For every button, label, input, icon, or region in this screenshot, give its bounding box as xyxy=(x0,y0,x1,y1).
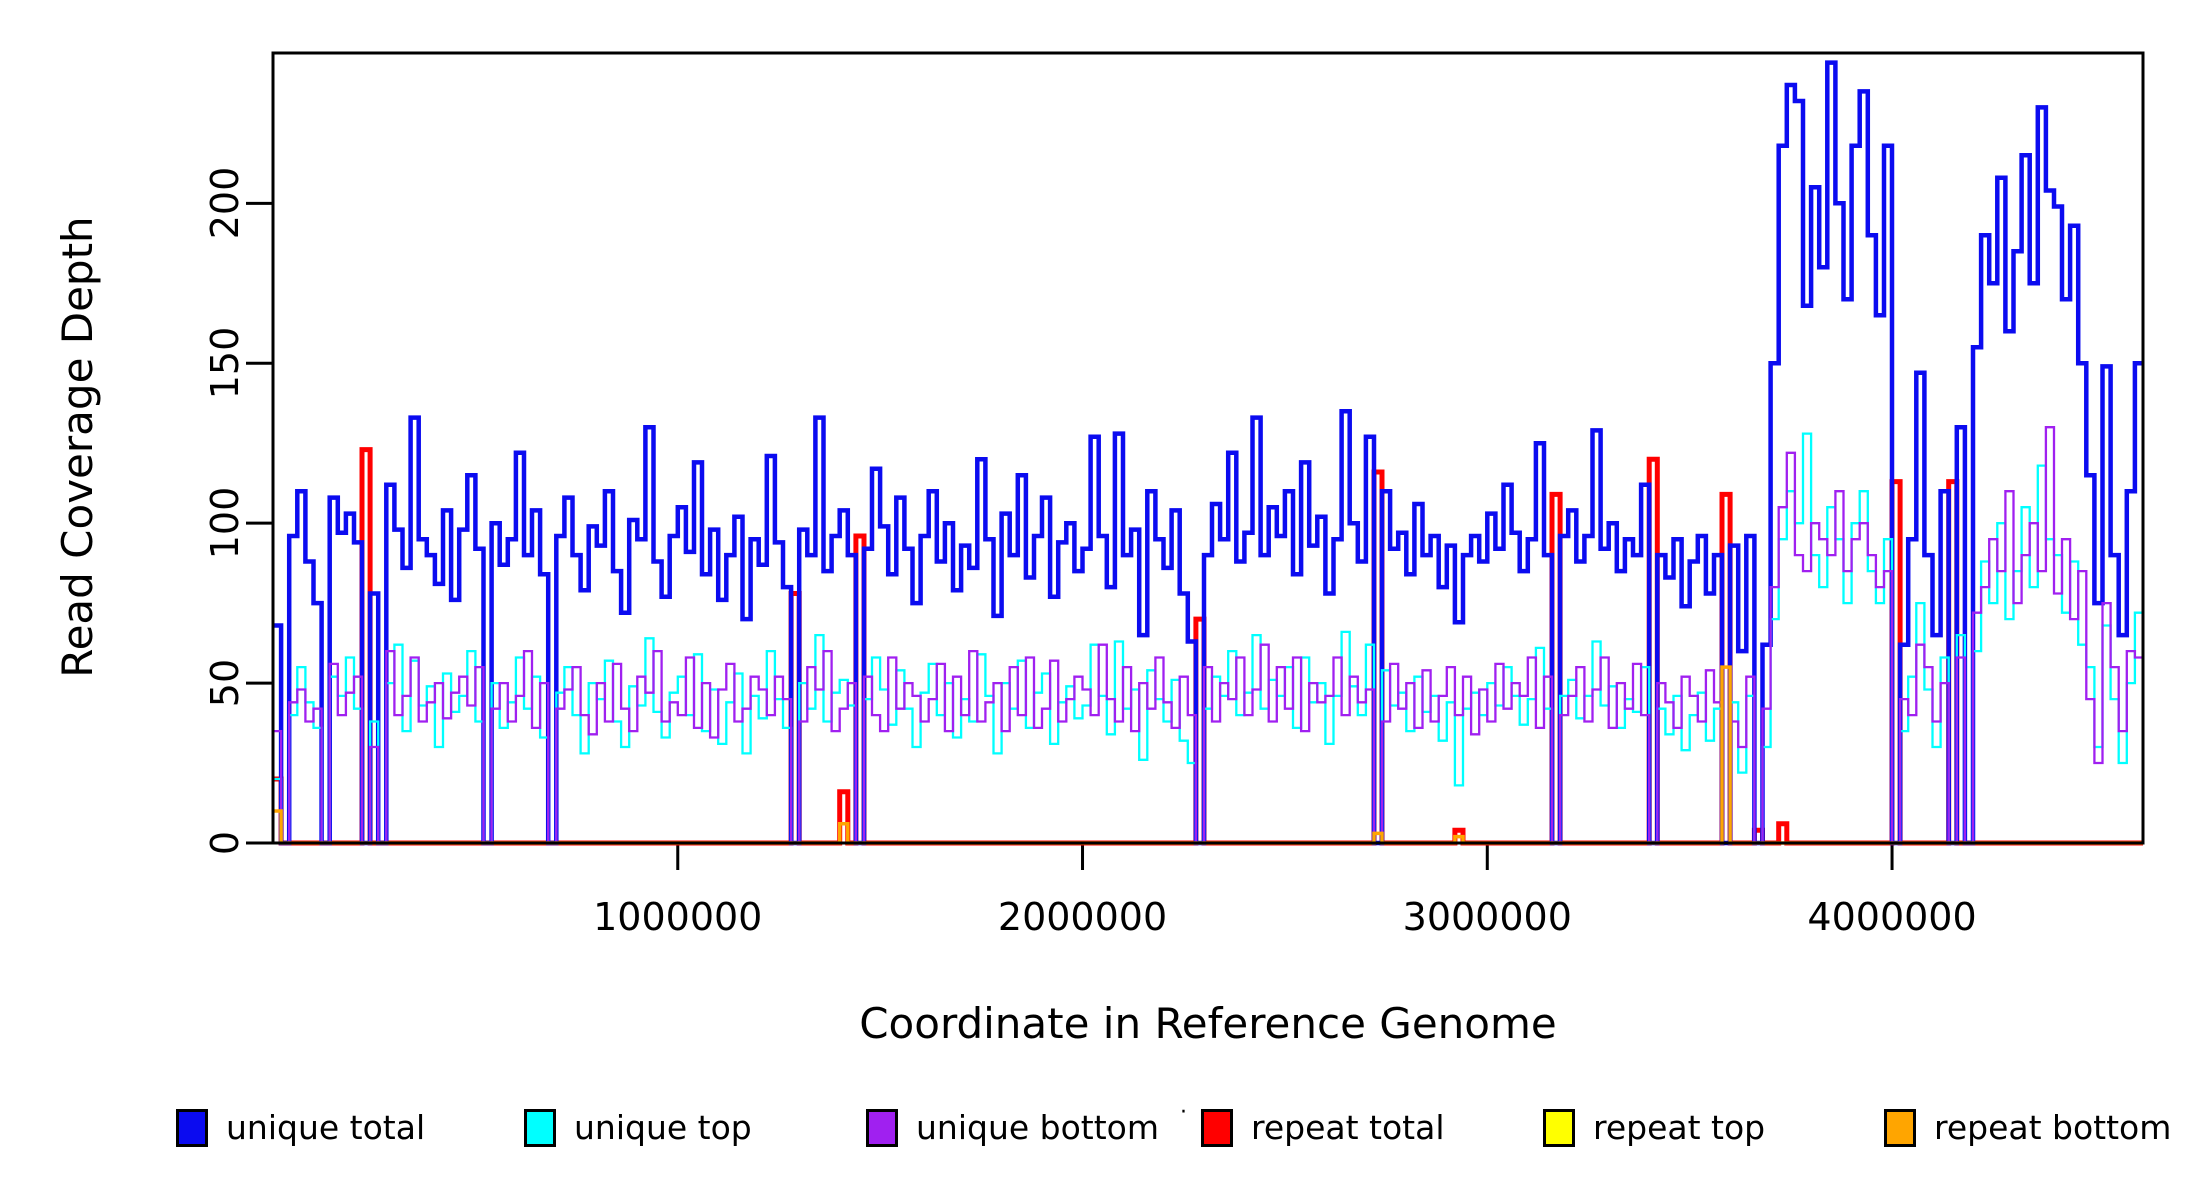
legend-item-unique-top: unique top xyxy=(524,1106,752,1150)
y-tick-label-200: 200 xyxy=(203,167,247,240)
legend-label: repeat total xyxy=(1251,1108,1445,1147)
repeat-top-swatch-icon xyxy=(1543,1109,1575,1147)
y-axis-title: Read Coverage Depth xyxy=(53,216,102,678)
x-tick-label-1000000: 1000000 xyxy=(593,895,763,939)
y-tick-label-0: 0 xyxy=(203,830,247,856)
legend-label: unique total xyxy=(226,1108,426,1147)
legend: unique total unique top unique bottom re… xyxy=(0,1100,2200,1156)
series-repeat-bottom-line xyxy=(273,665,2143,845)
repeat-bottom-swatch-icon xyxy=(1884,1109,1916,1147)
x-tick-label-4000000: 4000000 xyxy=(1807,895,1977,939)
repeat-total-swatch-icon xyxy=(1201,1109,1233,1147)
unique-top-swatch-icon xyxy=(524,1109,556,1147)
x-tick-label-2000000: 2000000 xyxy=(997,895,1168,939)
plot-frame xyxy=(271,51,2145,845)
y-tick-label-150: 150 xyxy=(203,326,247,400)
legend-item-repeat-bottom: repeat bottom xyxy=(1884,1106,2171,1150)
unique-total-swatch-icon xyxy=(176,1109,208,1147)
unique-bottom-swatch-icon xyxy=(866,1109,898,1147)
x-axis-title: Coordinate in Reference Genome xyxy=(859,999,1557,1048)
legend-item-repeat-top: repeat top xyxy=(1543,1106,1765,1150)
legend-label: repeat top xyxy=(1593,1108,1766,1147)
series-repeat-total-line xyxy=(273,447,2143,846)
legend-item-unique-total: unique total xyxy=(176,1106,425,1150)
y-tick-label-100: 100 xyxy=(203,486,247,560)
series-unique-total-line xyxy=(273,60,2143,846)
legend-label: repeat bottom xyxy=(1934,1108,2172,1147)
y-tick-label-50: 50 xyxy=(203,658,247,708)
series-unique-top-line xyxy=(273,432,2143,845)
legend-item-repeat-total: repeat total xyxy=(1201,1106,1445,1150)
legend-label: unique top xyxy=(574,1108,752,1147)
series-unique-bottom-line xyxy=(273,426,2143,845)
stray-dot: · xyxy=(1180,1100,1187,1125)
x-tick-label-3000000: 3000000 xyxy=(1402,895,1572,939)
legend-item-unique-bottom: unique bottom xyxy=(866,1106,1159,1150)
legend-label: unique bottom xyxy=(916,1108,1160,1147)
